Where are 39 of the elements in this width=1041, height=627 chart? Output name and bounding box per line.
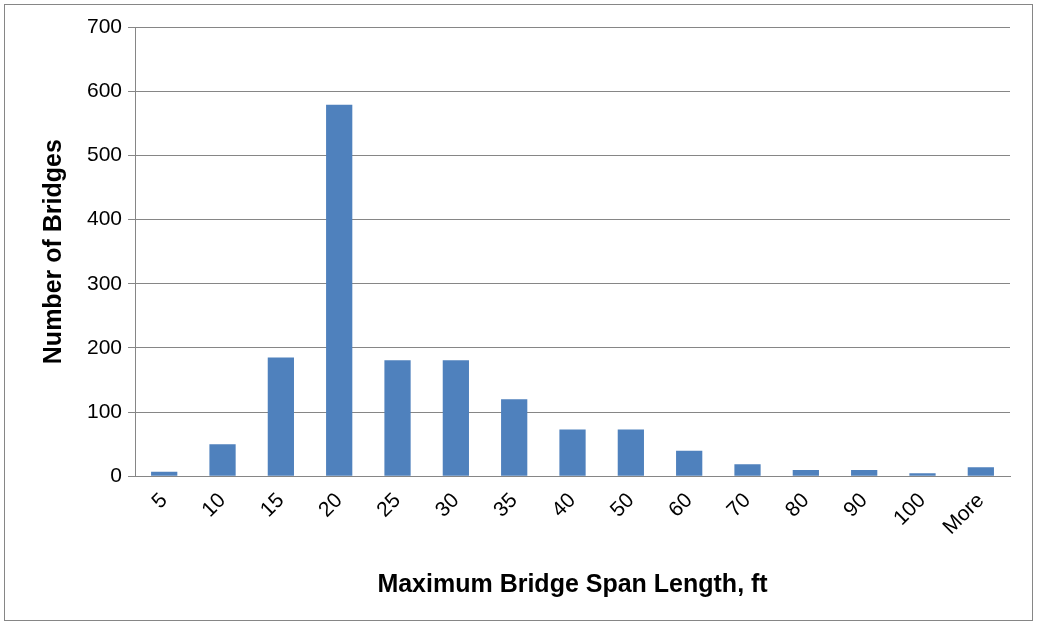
bar [151,471,178,476]
x-tick-label: 35 [488,487,522,521]
y-tick-label: 100 [86,398,123,422]
bar [559,429,586,476]
x-tick-label: 20 [313,487,347,521]
x-tick-label: 80 [779,487,813,521]
bar [967,467,994,476]
x-axis-title: Maximum Bridge Span Length, ft [377,568,769,597]
x-tick-label: 15 [255,487,288,521]
bar [326,104,353,476]
bar [384,360,411,476]
x-tick-label: 70 [721,487,755,521]
x-tick-label: 30 [430,487,463,521]
bar [734,464,761,476]
y-tick-label: 400 [86,206,123,230]
x-tick-label: 90 [838,487,872,521]
y-tick-label: 300 [86,270,123,294]
bar [792,469,819,476]
y-tick-label: 600 [86,77,123,101]
bar [909,473,936,476]
y-tick-label: 700 [86,13,123,37]
x-tick-label: 10 [196,487,230,521]
bar [442,360,469,476]
y-axis-title: Number of Bridges [37,139,66,365]
x-tick-label: 50 [605,487,638,521]
x-tick-label: 40 [546,487,580,521]
y-tick-label: 200 [86,334,123,358]
bar [267,357,294,476]
x-tick-label: 5 [146,487,172,513]
x-tick-label: 60 [663,487,697,521]
bar [617,429,644,476]
bar [676,450,703,476]
bar [209,444,236,476]
bar [851,469,878,476]
y-tick-label: 0 [110,463,123,487]
y-tick-label: 500 [86,142,123,166]
x-tick-label: 25 [371,487,405,521]
bar [501,399,528,476]
x-tick-label: 100 [888,487,930,529]
